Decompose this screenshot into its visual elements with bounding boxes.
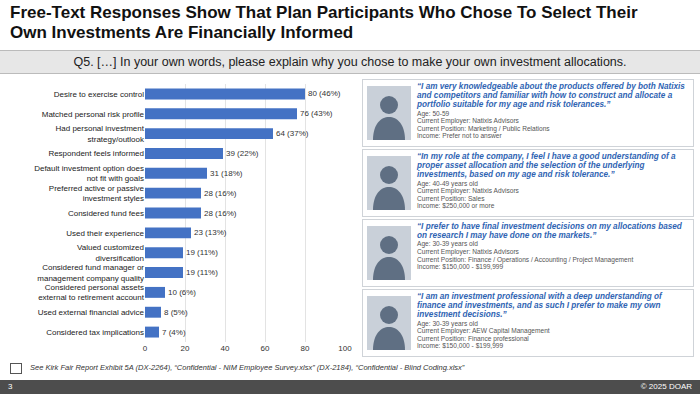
svg-text:19 (11%): 19 (11%) <box>186 248 218 257</box>
svg-text:39 (22%): 39 (22%) <box>226 149 259 158</box>
svg-text:Considered tax implications: Considered tax implications <box>46 328 144 337</box>
html-text:“I am an investment profession: “I am an investment professional with a … <box>417 292 662 320</box>
svg-text:Matched personal risk profile: Matched personal risk profile <box>42 110 145 119</box>
html-text:Income: Prefer not to answer: Income: Prefer not to answer <box>417 132 502 140</box>
svg-text:80 (46%): 80 (46%) <box>308 89 341 98</box>
html-text:Age: 30-39 years old: Age: 30-39 years old <box>417 240 478 248</box>
html-text:Current Position: Marketing /: Current Position: Marketing / Public Rel… <box>417 124 550 132</box>
svg-text:28 (16%): 28 (16%) <box>204 189 237 198</box>
html-text:Income: $150,000 - $199,999: Income: $150,000 - $199,999 <box>417 263 504 271</box>
svg-text:10 (6%): 10 (6%) <box>168 288 196 297</box>
html-text:Age: 30-39 years old: Age: 30-39 years old <box>417 319 478 327</box>
html-text:“I am very knowledgeable about: “I am very knowledgeable about the produ… <box>417 82 685 110</box>
html-text:Current Employer: Natixis Advi: Current Employer: Natixis Advisors <box>417 117 519 125</box>
svg-text:Used their experience: Used their experience <box>66 229 144 238</box>
html-text:Current Employer: Natixis Advi: Current Employer: Natixis Advisors <box>417 248 519 255</box>
svg-text:Respondent feels informed: Respondent feels informed <box>48 149 144 158</box>
svg-text:Considered fund manager ormana: Considered fund manager ormanagement com… <box>37 263 144 282</box>
svg-text:Valued customizeddiversificati: Valued customizeddiversification <box>77 243 144 262</box>
html-text:Q5. […] In your own words, ple: Q5. […] In your own words, please explai… <box>73 55 627 69</box>
html-text:© 2025 DOAR: © 2025 DOAR <box>640 382 692 391</box>
html-text:See Kirk Fair Report Exhibit 5: See Kirk Fair Report Exhibit 5A (DX-2264… <box>30 363 465 373</box>
html-text:Age: 50-59: Age: 50-59 <box>417 109 450 117</box>
svg-text:28 (16%): 28 (16%) <box>204 209 237 218</box>
svg-text:60: 60 <box>261 344 270 353</box>
html-text:Current Employer: Natixis Advi: Current Employer: Natixis Advisors <box>417 187 519 195</box>
svg-text:76 (43%): 76 (43%) <box>300 109 333 118</box>
svg-text:8 (5%): 8 (5%) <box>164 308 188 317</box>
svg-text:Considered fund fees: Considered fund fees <box>68 209 144 218</box>
svg-text:64 (37%): 64 (37%) <box>276 129 309 138</box>
html-text:“In my role at the company, I: “In my role at the company, I feel I hav… <box>417 152 676 180</box>
svg-text:0: 0 <box>143 344 148 353</box>
html-text:Income: $250,000 or more: Income: $250,000 or more <box>417 202 495 210</box>
svg-text:40: 40 <box>221 344 230 353</box>
html-text:Free-Text Responses Show That: Free-Text Responses Show That Plan Parti… <box>10 3 638 42</box>
svg-text:7 (4%): 7 (4%) <box>162 328 186 337</box>
svg-text:100: 100 <box>338 344 352 353</box>
html-text:“I prefer to have final invest: “I prefer to have final investment decis… <box>417 222 682 241</box>
html-text:Current Position: Finance prof: Current Position: Finance professional <box>417 334 529 342</box>
svg-text:23 (13%): 23 (13%) <box>194 228 227 237</box>
svg-text:Desire to exercise control: Desire to exercise control <box>54 90 144 99</box>
svg-text:80: 80 <box>301 344 310 353</box>
svg-text:Considered personal assetsexte: Considered personal assetsexternal to re… <box>38 283 145 302</box>
html-text:Current Employer: AEW Capital: Current Employer: AEW Capital Management <box>417 327 550 335</box>
svg-text:Preferred active or passiveinv: Preferred active or passiveinvestment st… <box>49 184 145 203</box>
html-text:Income: $150,000 - $199,999: Income: $150,000 - $199,999 <box>417 342 504 350</box>
html-text:Current Position: Sales: Current Position: Sales <box>417 194 485 202</box>
svg-text:31 (18%): 31 (18%) <box>210 169 243 178</box>
html-text:Current Position: Finance / Op: Current Position: Finance / Operations /… <box>417 255 634 263</box>
html-text:3: 3 <box>8 382 13 391</box>
html-text:Age: 40-49 years old: Age: 40-49 years old <box>417 179 478 187</box>
svg-text:19 (11%): 19 (11%) <box>186 268 218 277</box>
svg-text:20: 20 <box>181 344 190 353</box>
svg-text:Had personal investmentstrateg: Had personal investmentstrategy/outlook <box>56 124 145 143</box>
svg-text:Used external financial advice: Used external financial advice <box>38 308 145 317</box>
svg-text:Default investment option does: Default investment option doesnot fit wi… <box>34 164 144 183</box>
